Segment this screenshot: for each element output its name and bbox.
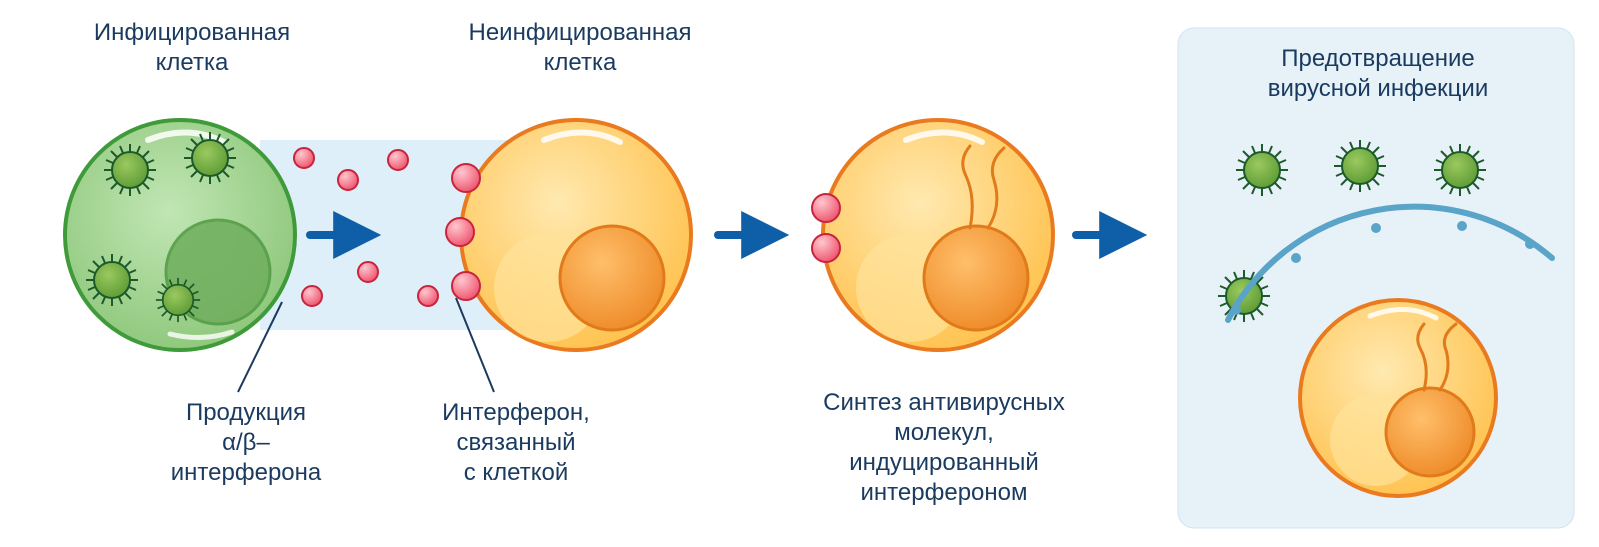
infected-cell-title: Инфицированная клетка — [72, 18, 312, 78]
diagram-stage: Инфицированная клетка Неинфицированная к… — [0, 0, 1599, 547]
virus-icon — [86, 254, 138, 306]
synthesis-cell — [812, 120, 1053, 350]
infected-cell — [65, 120, 295, 350]
virus-icon — [1434, 144, 1486, 196]
virus-icon — [156, 278, 200, 322]
uninfected-cell-title: Неинфицированная клетка — [430, 18, 730, 78]
virus-icon — [104, 144, 156, 196]
virus-icon — [1236, 144, 1288, 196]
virus-icon — [184, 132, 236, 184]
bound-label: Интерферон, связанный с клеткой — [406, 398, 626, 488]
synthesis-label: Синтез антивирусных молекул, индуцирован… — [794, 388, 1094, 508]
virus-icon — [1334, 140, 1386, 192]
prevention-title: Предотвращение вирусной инфекции — [1228, 44, 1528, 104]
production-label: Продукция α/β– интерферона — [136, 398, 356, 488]
